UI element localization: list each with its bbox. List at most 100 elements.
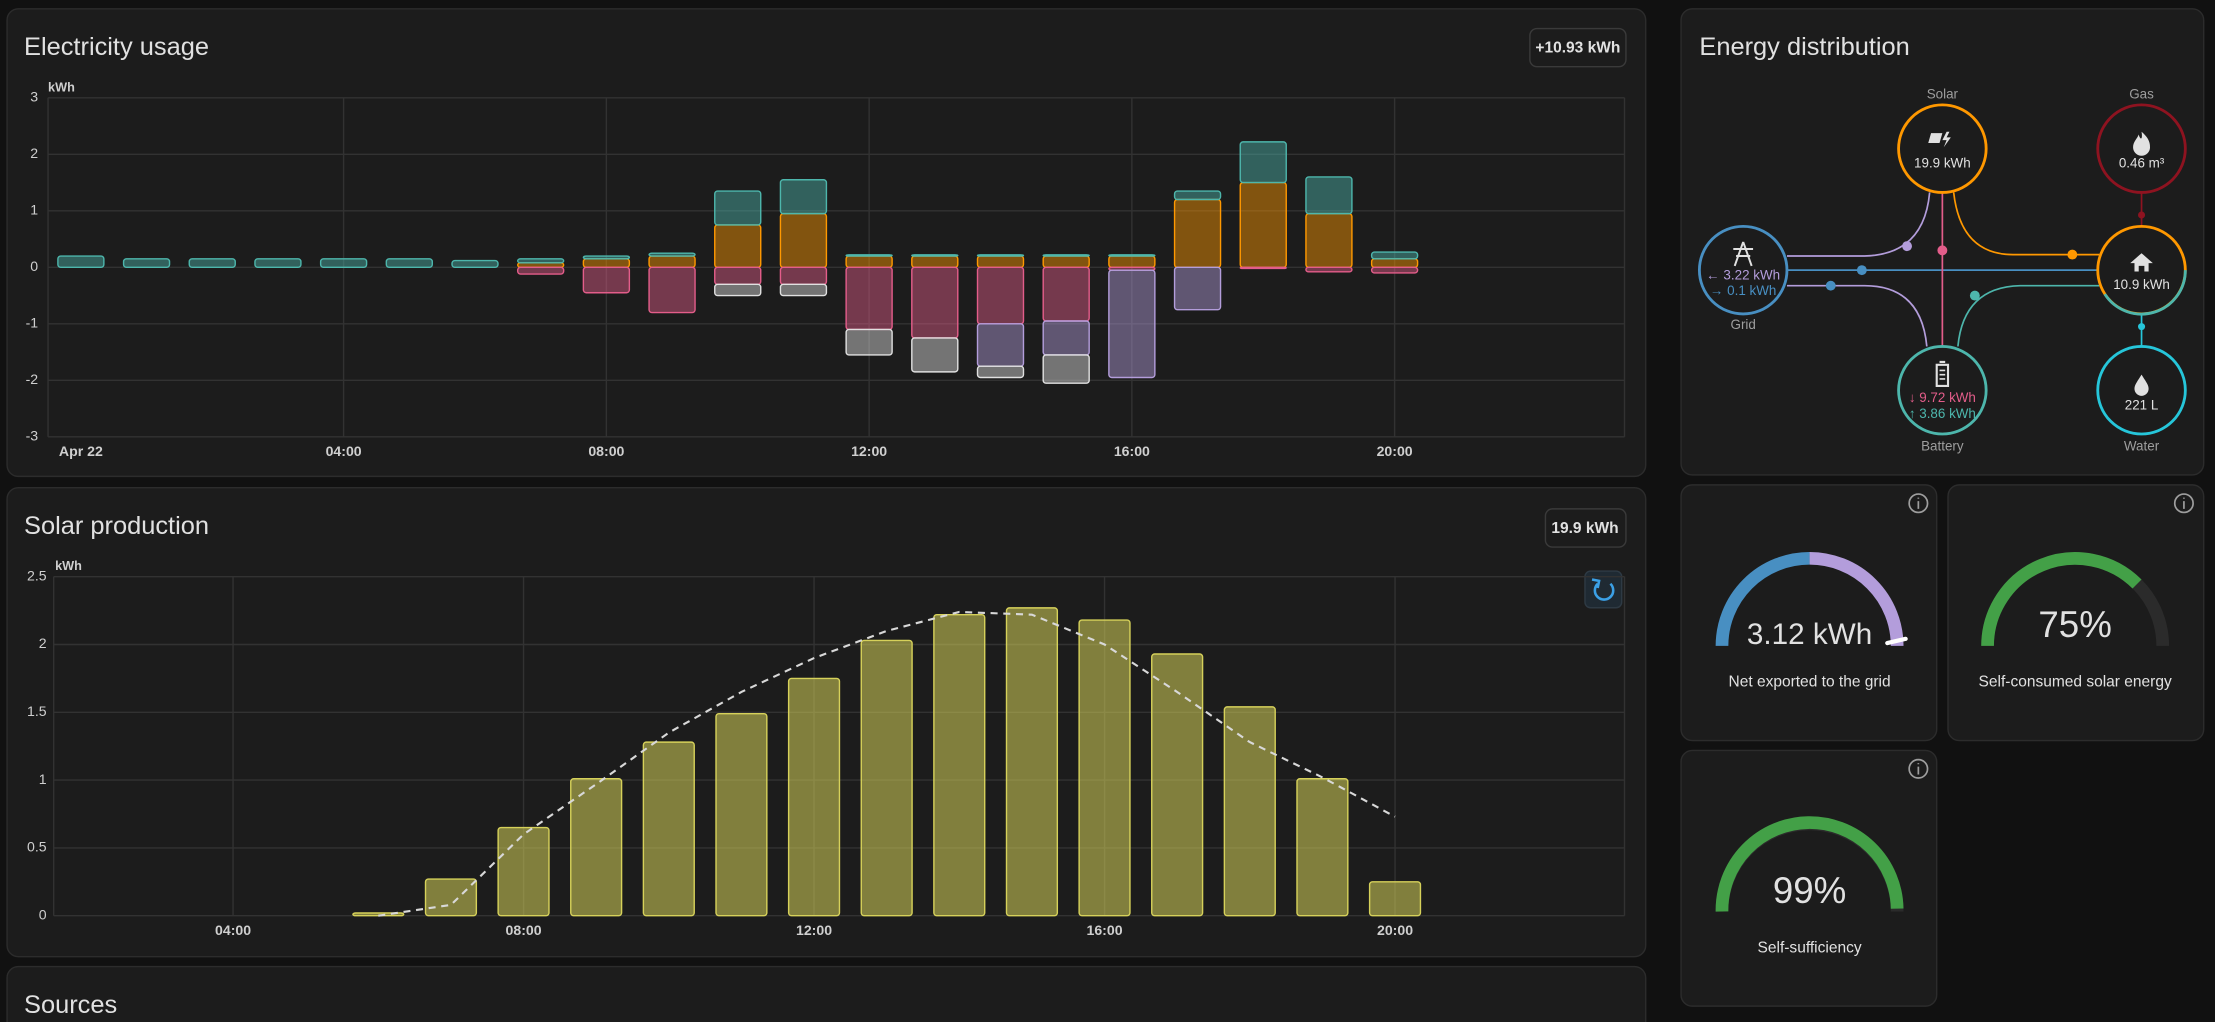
flows xyxy=(1786,192,2146,347)
y-tick-label: 3 xyxy=(30,89,38,105)
gauge-card xyxy=(1680,484,1938,742)
y-tick-label: 2 xyxy=(30,145,38,161)
x-tick-label: 12:00 xyxy=(796,922,832,938)
bar xyxy=(497,826,550,917)
bar-segment xyxy=(122,258,171,269)
gauge-value: 99% xyxy=(1773,870,1847,911)
info-icons[interactable] xyxy=(1908,493,2194,779)
total-badge xyxy=(1529,27,1627,68)
bar-segment xyxy=(582,255,631,260)
bar-segment xyxy=(1370,251,1419,260)
y-tick-label: 0 xyxy=(30,258,38,274)
bar-segment xyxy=(714,266,762,285)
bar-segment xyxy=(1305,176,1353,215)
x-tick-label: 08:00 xyxy=(506,922,542,938)
node-value: 0.46 m³ xyxy=(2119,156,2165,171)
bar-segment xyxy=(976,323,1025,367)
total-badge xyxy=(1544,508,1627,548)
grid-icon xyxy=(1733,241,1754,267)
home-icon xyxy=(2130,253,2153,272)
gauge: 3.12 kWh Net exported to the grid xyxy=(1715,551,1908,691)
gauge: 99% Self-sufficiency xyxy=(1715,816,1904,956)
bar-segment xyxy=(779,283,828,297)
y-tick-label: 2.5 xyxy=(27,567,47,583)
bar-segment xyxy=(845,255,893,269)
x-tick-label: 20:00 xyxy=(1377,443,1413,459)
bar-segment xyxy=(648,252,696,257)
x-tick-label: Apr 22 xyxy=(59,443,103,459)
gauge-caption: Net exported to the grid xyxy=(1728,674,1890,691)
gauge: 75% Self-consumed solar energy xyxy=(1979,551,2172,691)
bar-segment xyxy=(1042,320,1090,356)
bar-segment xyxy=(1042,266,1090,322)
gauge-caption: Self-sufficiency xyxy=(1758,939,1862,956)
bar-segment xyxy=(1108,269,1156,379)
x-tick-label: 04:00 xyxy=(326,443,362,459)
node-value: ↓ 9.72 kWh xyxy=(1909,390,1976,405)
gauge-card xyxy=(1680,749,1938,1007)
card-title: Solar production xyxy=(24,512,209,540)
bar-segment xyxy=(845,266,893,331)
bar-segment xyxy=(319,258,368,269)
bar-segment xyxy=(714,190,762,226)
bar xyxy=(1368,881,1422,917)
node-value: 221 L xyxy=(2125,397,2159,412)
bar xyxy=(1005,607,1059,917)
bar-segment xyxy=(911,337,959,373)
bar-segment xyxy=(1173,190,1222,201)
total-text: 19.9 kWh xyxy=(1551,520,1618,537)
gauge-caption: Self-consumed solar energy xyxy=(1979,674,2172,691)
bar-segment xyxy=(516,266,565,275)
x-tick-label: 04:00 xyxy=(215,922,251,938)
grid-node xyxy=(1697,224,1789,316)
bar-segment xyxy=(648,266,696,314)
bar xyxy=(642,741,695,917)
forecast-line xyxy=(378,610,1396,917)
bar xyxy=(1223,706,1276,917)
bar-segment xyxy=(911,254,959,257)
bar-segment xyxy=(845,254,893,257)
bar-segment xyxy=(254,258,302,269)
y-tick-label: 1 xyxy=(30,202,38,218)
bar-segment xyxy=(1239,141,1287,184)
bar-segment xyxy=(1108,254,1156,257)
bar-segment xyxy=(714,283,762,297)
card-title: Energy distribution xyxy=(1699,33,1909,61)
node-value: ↑ 3.86 kWh xyxy=(1909,406,1976,421)
bar xyxy=(860,639,913,917)
water-icon xyxy=(2134,374,2149,396)
bar-segment xyxy=(57,255,105,269)
bar-segment xyxy=(1370,258,1419,269)
x-tick-label: 20:00 xyxy=(1377,922,1413,938)
x-tick-label: 12:00 xyxy=(851,443,887,459)
x-tick-label: 16:00 xyxy=(1086,922,1122,938)
bar-segment xyxy=(582,266,631,294)
bar-segment xyxy=(188,258,236,269)
bar xyxy=(1296,778,1349,917)
bar-segment xyxy=(1305,266,1353,273)
node-label: Battery xyxy=(1921,438,1964,453)
y-tick-label: -3 xyxy=(26,428,39,444)
bar-segment xyxy=(582,258,631,269)
bar xyxy=(933,613,986,917)
refresh-button[interactable] xyxy=(1584,570,1623,609)
charts: kWh -3 -2 -1 0 1 2 3 Apr 22 04:00 08:00 12:00 16:00 2… xyxy=(26,79,1626,938)
bar-segment xyxy=(1173,198,1222,269)
y-tick-label: 1 xyxy=(39,771,47,787)
total-text: +10.93 kWh xyxy=(1535,39,1620,56)
bar-segment xyxy=(779,212,828,269)
bar-segment xyxy=(451,259,499,269)
y-tick-label: 1.5 xyxy=(27,703,47,719)
y-tick-label: 0 xyxy=(39,906,47,922)
node-label: Solar xyxy=(1927,87,1959,102)
y-tick-label: 2 xyxy=(39,635,47,651)
bar-segment xyxy=(385,258,434,269)
node-value: ← 3.22 kWh xyxy=(1706,267,1780,282)
bar-segment xyxy=(911,255,959,269)
solar-node xyxy=(1897,103,1988,194)
bar-segment xyxy=(1108,255,1156,269)
bar-segment xyxy=(1042,354,1090,384)
bar-segment xyxy=(911,266,959,339)
bar-segment xyxy=(1042,255,1090,269)
